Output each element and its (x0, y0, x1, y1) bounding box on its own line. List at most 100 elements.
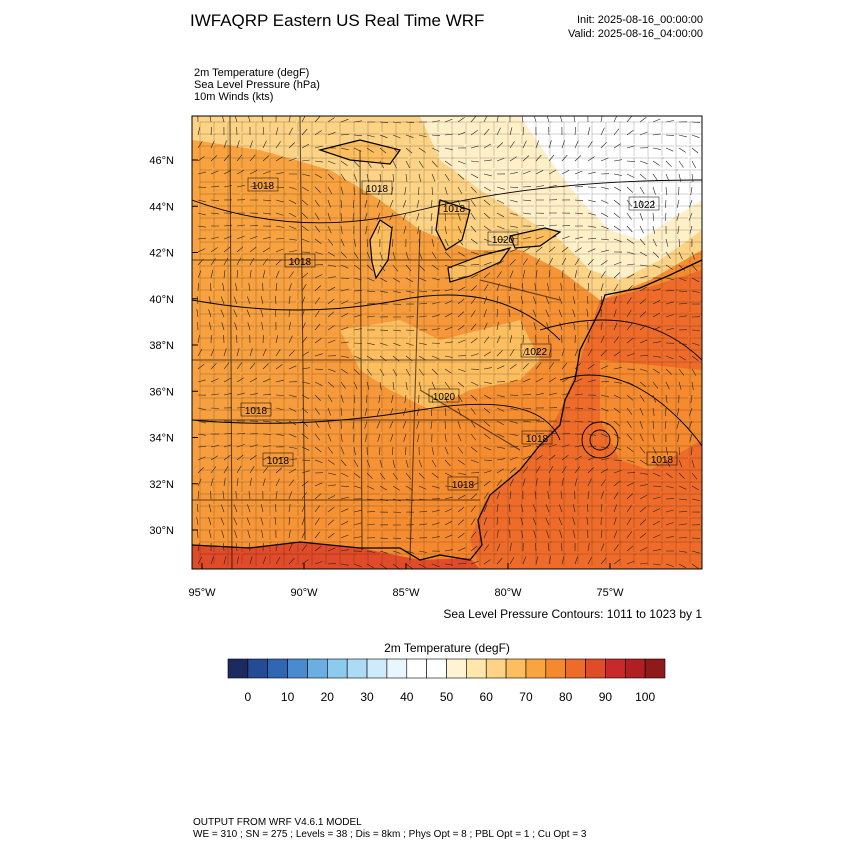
contour-label-box (646, 451, 678, 466)
lat-label: 30°N (149, 525, 174, 537)
contour-label-box (247, 177, 279, 192)
lon-label: 90°W (290, 587, 318, 599)
colorbar-tick-label: 50 (440, 690, 454, 704)
color-box (247, 658, 269, 679)
lon-label: 95°W (188, 587, 216, 599)
lat-label: 34°N (149, 433, 174, 445)
contour-label: 1018 (252, 181, 275, 192)
colorbar-tick-label: 80 (559, 690, 573, 704)
color-box (446, 658, 467, 679)
gulf-stream (600, 360, 702, 470)
footer-line: OUTPUT FROM WRF V4.6.1 MODEL (193, 817, 362, 828)
gulf-of-mexico (192, 542, 480, 569)
county-lines (192, 116, 702, 569)
lat-label: 36°N (149, 386, 174, 398)
color-box (525, 658, 547, 679)
lat-label: 46°N (149, 155, 174, 167)
color-box (466, 658, 487, 679)
colorbar-tick-label: 70 (519, 690, 533, 704)
contour-label-box (628, 196, 660, 211)
color-box (426, 658, 447, 679)
lon-label: 75°W (596, 587, 624, 599)
colorbar-tick-label: 100 (635, 690, 655, 704)
lat-label: 38°N (149, 340, 174, 352)
color-box (346, 658, 368, 679)
color-box (585, 658, 606, 679)
map-axes: 46°N 44°N 42°N 40°N 38°N 36°N 34°N 32°N 30°N 95°W… (149, 155, 624, 599)
color-box (267, 658, 288, 679)
color-box (386, 658, 408, 679)
atlantic (470, 270, 702, 569)
color-box (505, 658, 527, 679)
map: 1018 1018 1018 1020 1022 1018 1022 1020 1018 1018… (192, 116, 702, 569)
pressure-contours (192, 179, 702, 520)
contour-label: 1022 (525, 347, 548, 358)
color-box (307, 658, 328, 679)
valid-time: Valid: 2025-08-16_04:00:00 (568, 28, 703, 40)
cold-northeast (520, 116, 702, 240)
lon-label: 80°W (494, 587, 522, 599)
contour-label-box (428, 388, 460, 403)
color-box (565, 658, 586, 679)
footer-line: WE = 310 ; SN = 275 ; Levels = 38 ; Dis … (193, 829, 587, 840)
field-label: 10m Winds (kts) (194, 91, 273, 103)
lat-label: 44°N (149, 201, 174, 213)
contour-label: 1020 (492, 235, 515, 246)
lat-label: 40°N (149, 294, 174, 306)
contour-label-box (361, 180, 393, 195)
lat-label: 32°N (149, 479, 174, 491)
contour-label: 1018 (526, 434, 549, 445)
colorbar: 0 10 20 30 40 50 60 70 80 90 100 (227, 658, 666, 704)
contour-label-box (447, 476, 479, 491)
field-label: Sea Level Pressure (hPa) (194, 79, 320, 91)
contour-label: 1018 (452, 480, 475, 491)
contour-label-box (240, 402, 272, 417)
contour-label: 1022 (633, 200, 656, 211)
color-box (644, 658, 666, 679)
field-label: 2m Temperature (degF) (194, 67, 309, 79)
color-box (227, 658, 249, 679)
contour-label: 1018 (366, 184, 389, 195)
contour-label: 1018 (289, 257, 312, 268)
contour-label: 1018 (443, 204, 466, 215)
colorbar-tick-label: 30 (360, 690, 374, 704)
color-box (485, 658, 507, 679)
map-frame (191, 115, 703, 570)
contour-note: Sea Level Pressure Contours: 1011 to 102… (443, 607, 702, 621)
color-box (545, 658, 566, 679)
color-box (366, 658, 388, 679)
init-time: Init: 2025-08-16_00:00:00 (577, 14, 703, 26)
colorbar-tick-label: 60 (480, 690, 494, 704)
state-lines (192, 116, 561, 569)
colorbar-tick-label: 20 (321, 690, 335, 704)
county-grid (199, 121, 702, 566)
colorbar-tick-label: 90 (599, 690, 613, 704)
colorbar-tick-label: 10 (281, 690, 295, 704)
lon-label: 85°W (392, 587, 420, 599)
colorbar-title: 2m Temperature (degF) (384, 641, 510, 655)
appalachians (340, 320, 540, 410)
contour-label-box (438, 200, 470, 215)
contour-label-box (262, 452, 294, 467)
color-box (406, 658, 427, 679)
field-list: 2m Temperature (degF)Sea Level Pressure … (194, 67, 320, 103)
contour-label-box (520, 343, 552, 358)
color-box (605, 658, 626, 679)
wind-barb-field (196, 116, 701, 569)
color-box (327, 658, 348, 679)
contour-label-box (487, 231, 519, 246)
contour-label: 1018 (245, 406, 268, 417)
contour-label: 1018 (651, 455, 674, 466)
contour-label-box (284, 253, 316, 268)
color-box (287, 658, 308, 679)
contour-label: 1018 (267, 456, 290, 467)
title: IWFAQRP Eastern US Real Time WRF (190, 11, 484, 30)
colorbar-tick-label: 40 (400, 690, 414, 704)
contour-label-box (521, 430, 553, 445)
colorbar-tick-label: 0 (245, 690, 252, 704)
color-box (624, 658, 646, 679)
contour-label: 1020 (433, 392, 456, 403)
wind-barbs (196, 116, 701, 569)
lat-label: 42°N (149, 248, 174, 260)
